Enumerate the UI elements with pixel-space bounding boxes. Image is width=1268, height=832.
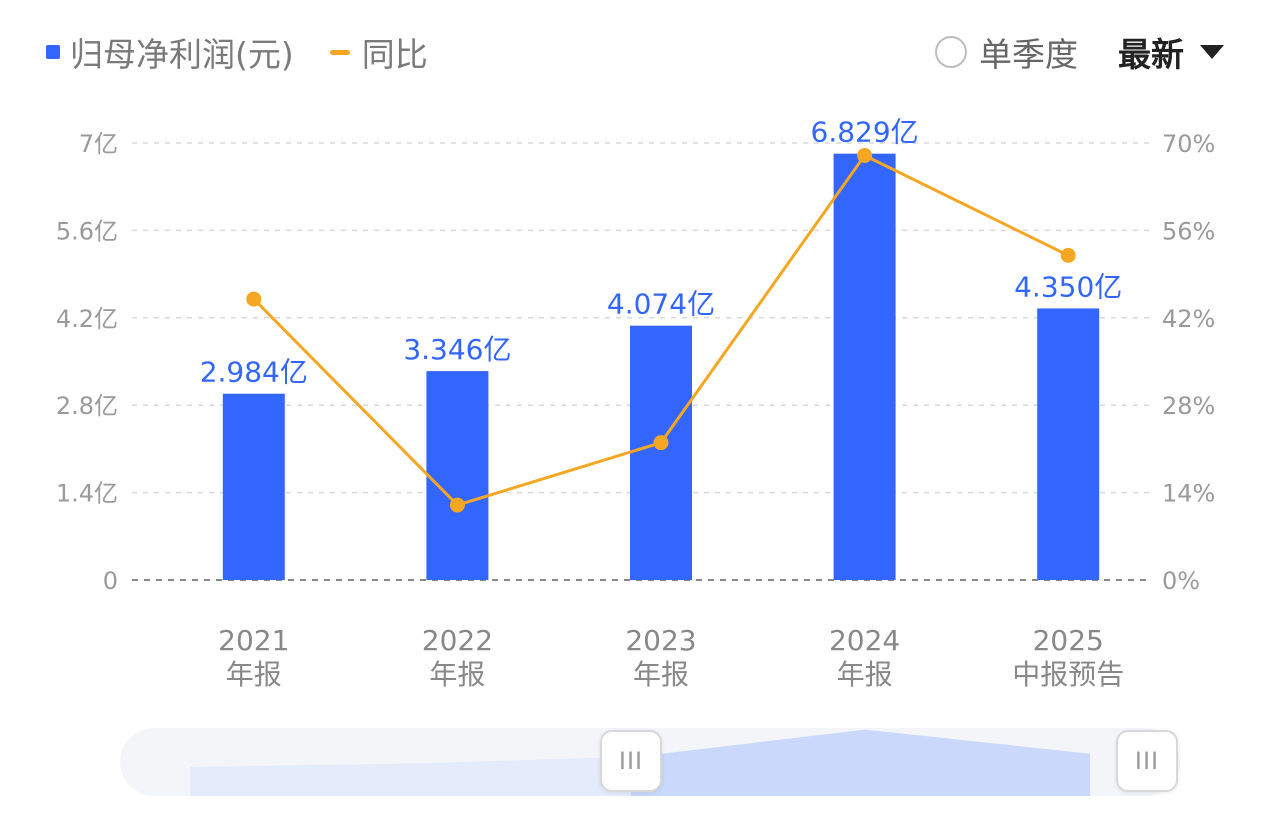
legend: 归母净利润(元) 同比 [46, 30, 428, 74]
yoy-line-series [246, 147, 1076, 513]
bar [630, 325, 692, 580]
left-axis-tick: 5.6亿 [56, 217, 118, 245]
left-axis-tick: 0 [103, 567, 118, 595]
right-axis-tick: 14% [1162, 480, 1215, 508]
x-axis-tick-sub: 年报 [226, 658, 282, 691]
left-axis-tick: 2.8亿 [56, 392, 118, 420]
slider-right-grip-icon: III [1134, 747, 1160, 775]
left-axis-tick: 1.4亿 [56, 480, 118, 508]
x-axis-tick-sub: 年报 [837, 658, 893, 691]
x-axis-tick-sub: 中报预告 [1012, 658, 1124, 691]
right-axis-tick: 70% [1162, 130, 1215, 158]
yoy-point [653, 435, 669, 451]
x-axis-tick: 2022 [422, 624, 493, 657]
slider-left-handle[interactable]: III [600, 730, 662, 792]
line-legend-label: 同比 [361, 35, 428, 74]
slider-selected-area [631, 729, 1090, 796]
bar [1037, 308, 1100, 580]
line-legend-swatch [329, 49, 350, 55]
chart-controls: 单季度 最新 [935, 28, 1224, 76]
yoy-point [857, 147, 873, 163]
single-quarter-radio[interactable] [935, 36, 967, 68]
axis-labels: 0 0% 1.4亿 14% 2.8亿 28% 4.2亿 42% 5.6亿 56% 7亿 70% 2021… [56, 130, 1216, 691]
left-axis-tick: 4.2亿 [56, 305, 118, 333]
slider-left-grip-icon: III [618, 747, 644, 775]
single-quarter-label[interactable]: 单季度 [979, 35, 1078, 74]
right-axis-tick: 56% [1162, 217, 1215, 245]
bar-value-label: 4.350亿 [1014, 270, 1122, 303]
bar-value-label: 6.829亿 [811, 116, 919, 149]
latest-dropdown-label[interactable]: 最新 [1118, 35, 1184, 74]
x-axis-tick-sub: 年报 [429, 658, 485, 691]
left-axis-tick: 7亿 [79, 130, 118, 158]
bar-series: 2.984亿 3.346亿 4.074亿 6.829亿 4.350亿 [200, 116, 1122, 580]
dropdown-caret-icon[interactable] [1200, 45, 1224, 59]
bar [426, 371, 489, 580]
bar-value-label: 2.984亿 [200, 356, 308, 389]
bar [833, 153, 896, 580]
yoy-point [246, 291, 262, 307]
x-axis-tick: 2025 [1033, 624, 1104, 657]
right-axis-tick: 42% [1162, 305, 1215, 333]
x-axis-tick-sub: 年报 [633, 658, 689, 691]
x-axis-tick: 2023 [625, 624, 696, 657]
right-axis-tick: 0% [1162, 567, 1200, 595]
right-axis-tick: 28% [1162, 392, 1215, 420]
x-axis-tick: 2021 [218, 624, 289, 657]
yoy-point [449, 497, 465, 513]
yoy-point [1060, 247, 1076, 263]
bar-legend-swatch [46, 45, 60, 59]
slider-right-handle[interactable]: III [1116, 730, 1178, 792]
bar-legend-label: 归母净利润(元) [70, 35, 294, 74]
bar [222, 393, 285, 580]
bar-value-label: 3.346亿 [403, 333, 511, 366]
bar-value-label: 4.074亿 [607, 288, 715, 321]
x-axis-tick: 2024 [829, 624, 900, 657]
